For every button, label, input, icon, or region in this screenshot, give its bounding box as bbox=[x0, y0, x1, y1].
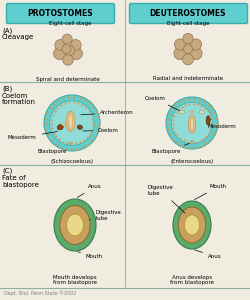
Circle shape bbox=[70, 47, 82, 60]
Ellipse shape bbox=[173, 201, 211, 249]
Text: Radial and indeterminate: Radial and indeterminate bbox=[153, 76, 223, 82]
Circle shape bbox=[183, 34, 193, 44]
Text: (C)
Fate of
blastopore: (C) Fate of blastopore bbox=[2, 168, 39, 188]
Ellipse shape bbox=[60, 206, 90, 244]
Ellipse shape bbox=[66, 214, 84, 236]
Circle shape bbox=[174, 47, 186, 60]
Circle shape bbox=[174, 39, 186, 50]
Text: Coelom: Coelom bbox=[83, 128, 119, 133]
Circle shape bbox=[62, 44, 71, 53]
Ellipse shape bbox=[190, 141, 194, 143]
Ellipse shape bbox=[190, 118, 194, 131]
Circle shape bbox=[44, 95, 100, 151]
Text: PROTOSTOMES: PROTOSTOMES bbox=[27, 10, 93, 19]
Text: Blastopore: Blastopore bbox=[38, 145, 68, 154]
Text: Coelom: Coelom bbox=[145, 96, 180, 111]
Text: Mouth develops
from blastopore: Mouth develops from blastopore bbox=[53, 274, 97, 285]
Circle shape bbox=[190, 39, 202, 50]
Ellipse shape bbox=[77, 125, 82, 129]
Text: DEUTEROSTOMES: DEUTEROSTOMES bbox=[150, 10, 226, 19]
Ellipse shape bbox=[69, 114, 72, 129]
Circle shape bbox=[63, 55, 73, 65]
Text: Eight-cell stage: Eight-cell stage bbox=[49, 22, 91, 26]
Text: Archenteron: Archenteron bbox=[81, 110, 134, 115]
Text: Anus: Anus bbox=[77, 184, 102, 197]
Circle shape bbox=[70, 40, 81, 50]
FancyBboxPatch shape bbox=[6, 4, 114, 23]
Circle shape bbox=[166, 97, 218, 149]
Text: (Enterocoelous): (Enterocoelous) bbox=[170, 160, 214, 164]
Text: (A)
Cleavage: (A) Cleavage bbox=[2, 27, 34, 40]
Text: Mouth: Mouth bbox=[78, 252, 103, 259]
FancyBboxPatch shape bbox=[130, 4, 248, 23]
Text: Spiral and determinate: Spiral and determinate bbox=[36, 76, 100, 82]
Circle shape bbox=[55, 40, 66, 50]
Ellipse shape bbox=[54, 199, 96, 251]
Text: Mesoderm: Mesoderm bbox=[8, 131, 58, 140]
Text: (B)
Coelom
formation: (B) Coelom formation bbox=[2, 85, 36, 106]
Text: Mouth: Mouth bbox=[194, 184, 227, 200]
Circle shape bbox=[65, 46, 75, 55]
Ellipse shape bbox=[66, 111, 75, 131]
Text: Digestive
tube: Digestive tube bbox=[148, 185, 185, 213]
Text: Eight-cell stage: Eight-cell stage bbox=[167, 22, 209, 26]
Ellipse shape bbox=[57, 124, 63, 130]
Text: Blastopore: Blastopore bbox=[152, 143, 190, 154]
Circle shape bbox=[54, 47, 66, 60]
Circle shape bbox=[50, 100, 94, 146]
Text: (Schizocoelous): (Schizocoelous) bbox=[50, 160, 94, 164]
Text: Anus: Anus bbox=[195, 250, 222, 259]
Text: Anus develops
from blastopore: Anus develops from blastopore bbox=[170, 274, 214, 285]
Ellipse shape bbox=[199, 110, 205, 114]
Circle shape bbox=[182, 54, 194, 65]
Ellipse shape bbox=[178, 207, 206, 243]
Text: Digestive
tube: Digestive tube bbox=[90, 210, 122, 221]
Ellipse shape bbox=[188, 116, 196, 133]
Circle shape bbox=[171, 102, 213, 144]
Ellipse shape bbox=[179, 110, 185, 114]
Circle shape bbox=[184, 44, 192, 53]
Ellipse shape bbox=[206, 116, 210, 125]
Ellipse shape bbox=[62, 123, 65, 126]
Ellipse shape bbox=[190, 111, 194, 113]
Circle shape bbox=[62, 34, 72, 44]
Ellipse shape bbox=[69, 142, 72, 144]
Circle shape bbox=[190, 47, 202, 60]
Ellipse shape bbox=[184, 215, 200, 235]
Text: Mesoderm: Mesoderm bbox=[207, 119, 236, 129]
Text: Dept. Biol. Penn State ©2002: Dept. Biol. Penn State ©2002 bbox=[4, 290, 76, 296]
